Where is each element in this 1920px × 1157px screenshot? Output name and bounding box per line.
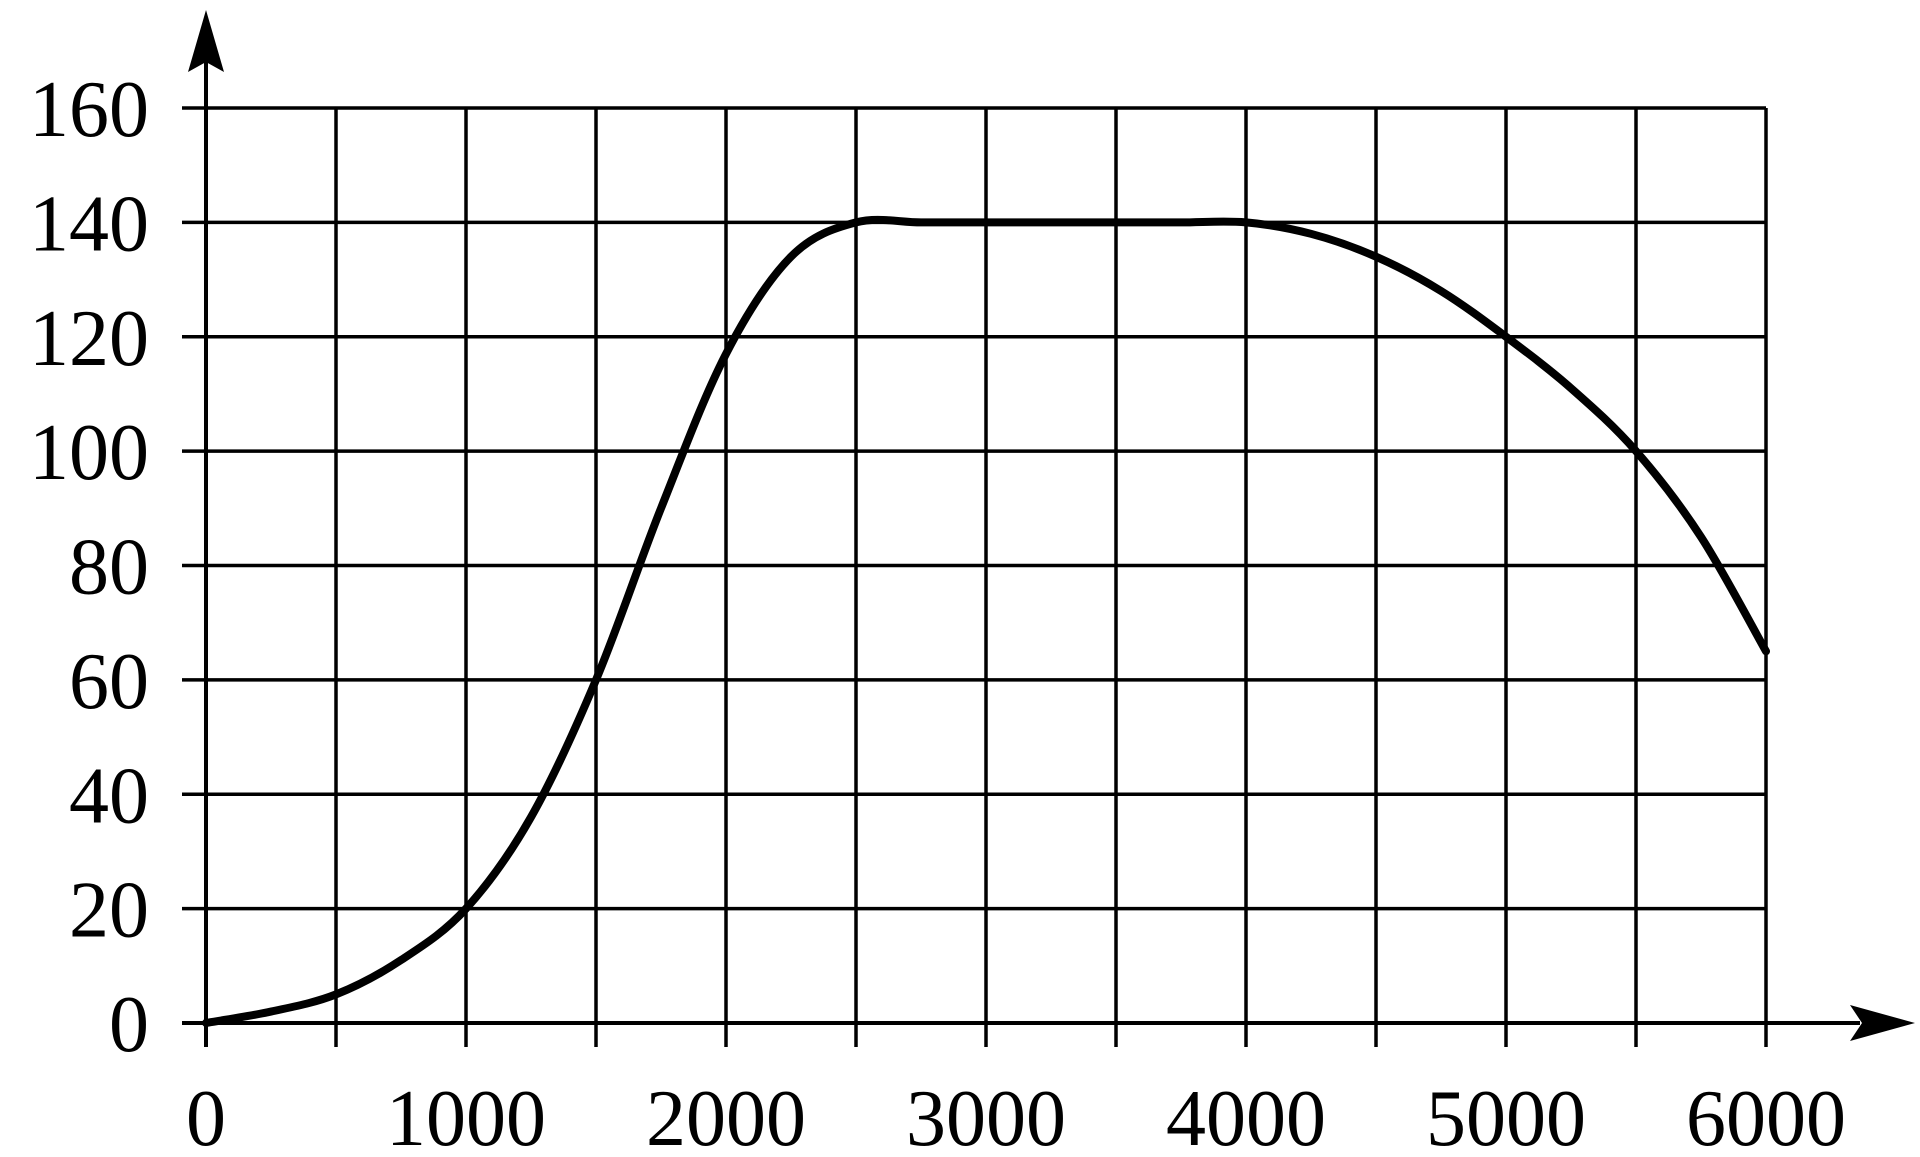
y-tick-label: 20 bbox=[69, 867, 149, 955]
y-tick-label: 140 bbox=[29, 180, 149, 268]
x-tick-label: 2000 bbox=[646, 1075, 806, 1157]
x-tick-label: 4000 bbox=[1166, 1075, 1326, 1157]
y-tick-labels: 0 20 40 60 80 100 120 140 160 bbox=[29, 66, 149, 1069]
y-tick-label: 120 bbox=[29, 295, 149, 383]
y-tick-label: 0 bbox=[109, 981, 149, 1069]
grid-lines bbox=[182, 106, 1768, 1047]
x-tick-label: 3000 bbox=[906, 1075, 1066, 1157]
y-tick-label: 60 bbox=[69, 638, 149, 726]
x-tick-label: 0 bbox=[186, 1075, 226, 1157]
x-tick-label: 5000 bbox=[1426, 1075, 1586, 1157]
x-tick-labels: 0 1000 2000 3000 4000 5000 6000 bbox=[186, 1075, 1846, 1157]
y-tick-label: 100 bbox=[29, 409, 149, 497]
y-tick-label: 40 bbox=[69, 752, 149, 840]
axes bbox=[182, 10, 1915, 1047]
y-tick-label: 80 bbox=[69, 524, 149, 612]
x-tick-label: 6000 bbox=[1686, 1075, 1846, 1157]
y-axis-arrow bbox=[188, 10, 224, 72]
y-tick-label: 160 bbox=[29, 66, 149, 154]
x-axis-arrow bbox=[1850, 1005, 1915, 1041]
data-series-line bbox=[202, 215, 1770, 1027]
x-tick-label: 1000 bbox=[386, 1075, 546, 1157]
